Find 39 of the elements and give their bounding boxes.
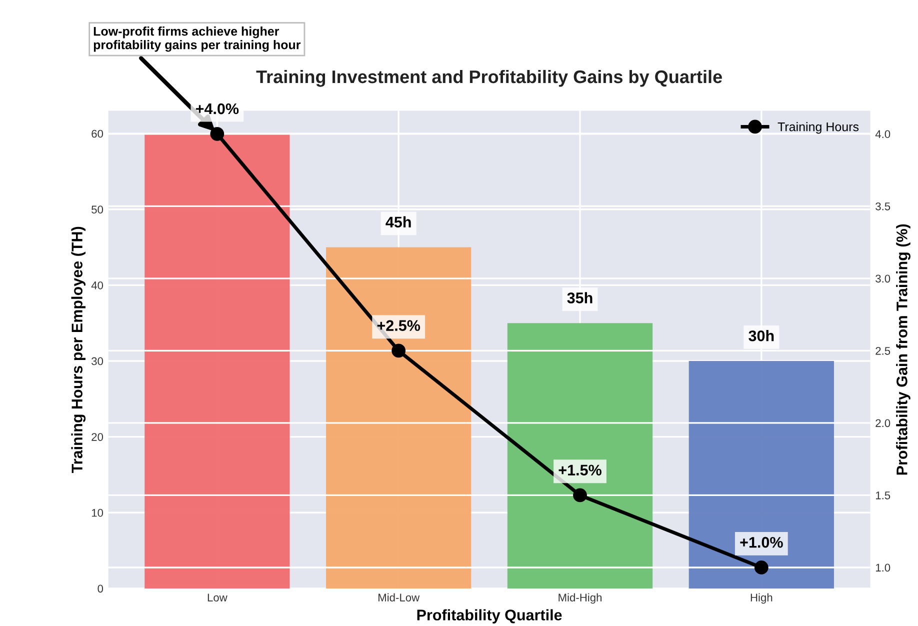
x-tick-label: Mid-Low (378, 593, 420, 602)
y2-tick-label: 3.5 (876, 202, 890, 210)
bar (688, 360, 834, 588)
point (210, 126, 224, 141)
data-label: +4.0% (196, 103, 239, 114)
y2-tick-label: 2.0 (876, 419, 890, 428)
bar (144, 134, 290, 588)
data-label: +2.5% (377, 320, 420, 331)
y-tick-label: 60 (92, 130, 104, 138)
bar (326, 247, 472, 588)
chart-title: Training Investment and Profitability Gains by Quartile (256, 70, 722, 87)
y-tick-label: 20 (92, 433, 104, 441)
y-tick-label: 0 (98, 584, 104, 593)
y-tick-label: 40 (91, 281, 104, 290)
legend-label: Training Hours (778, 122, 859, 134)
data-label: 35h (567, 292, 592, 304)
data-label: 45h (386, 216, 411, 228)
y2-axis-title: Profitability Gain from Training (%) (896, 224, 910, 475)
data-label: +1.5% (558, 464, 602, 476)
point (392, 344, 406, 358)
bar (507, 323, 653, 588)
y2-tick-label: 4.0 (875, 130, 890, 138)
y2-tick-label: 3.0 (876, 274, 890, 283)
point (754, 560, 768, 574)
y2-tick-label: 2.5 (876, 346, 890, 355)
y-tick-label: 10 (92, 508, 104, 517)
x-tick-label: High (750, 593, 772, 604)
y2-tick-label: 1.5 (876, 492, 890, 500)
y2-tick-label: 1.0 (876, 564, 890, 572)
y-tick-label: 30 (92, 357, 104, 366)
y-axis-title: Training Hours per Employee (TH) (71, 226, 86, 473)
y-tick-label: 50 (92, 206, 104, 214)
x-tick-label: Mid-High (558, 593, 602, 604)
annotation: Low-profit firms achieve higher profitability gains per training hour (94, 26, 301, 52)
x-axis-title: Profitability Quartile (417, 609, 562, 624)
data-label: 30h (748, 330, 774, 342)
point (573, 488, 587, 502)
x-tick-label: Low (208, 594, 228, 602)
data-label: +1.0% (740, 536, 783, 548)
